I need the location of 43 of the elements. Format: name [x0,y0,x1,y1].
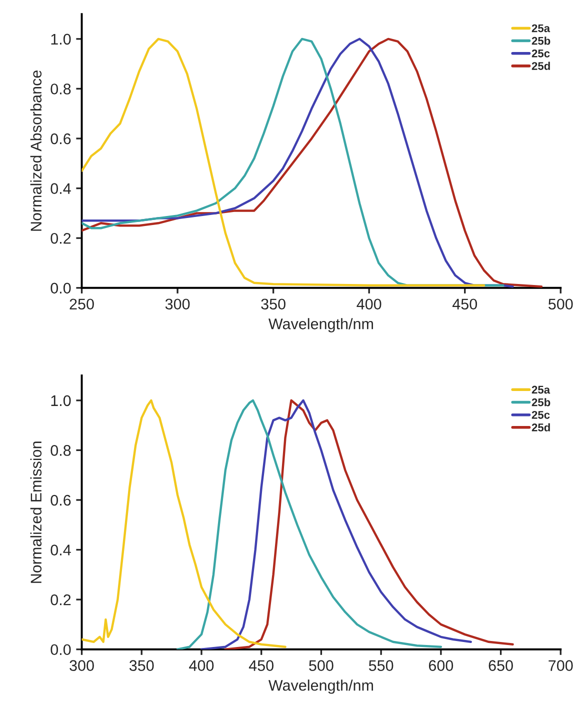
legend-label: 25a [532,386,550,394]
legend-label: 25b [532,36,550,45]
x-tick-label: 650 [488,660,513,671]
x-tick-label: 450 [248,660,274,671]
x-tick-label: 350 [261,298,286,310]
legend-label: 25d [532,423,550,432]
x-tick-label: 450 [452,298,478,310]
y-tick-label: 0.2 [50,232,71,244]
x-tick-label: 300 [165,298,190,310]
y-tick-label: 0.4 [50,183,71,194]
line-series [224,399,514,650]
x-tick-label: 300 [70,660,94,671]
x-tick-label: 700 [548,660,573,671]
x-axis-title: Wavelength/nm [268,680,373,694]
legend-label: 25a [532,24,550,32]
x-tick-label: 350 [129,660,154,671]
line-series [200,399,472,650]
x-tick-label: 550 [368,660,394,671]
y-tick-label: 1.0 [51,395,71,406]
y-tick-label: 0.6 [50,494,71,506]
x-tick-label: 500 [548,298,573,310]
y-axis-title: Normalized Absorbance [30,70,42,231]
legend-label: 25d [532,62,550,70]
legend-label: 25c [532,410,550,419]
x-tick-label: 600 [428,660,454,671]
x-tick-label: 400 [189,660,214,671]
x-tick-label: 250 [70,298,94,310]
y-tick-label: 0.0 [50,644,71,656]
x-axis-title: Wavelength/nm [268,318,373,332]
legend-label: 25c [532,49,550,58]
y-tick-label: 0.6 [50,133,71,144]
y-tick-label: 0.8 [50,445,71,456]
line-series [176,399,442,650]
y-axis-title: Normalized Emission [30,442,42,583]
y-tick-label: 0.4 [50,544,71,556]
line-series [82,399,286,648]
y-tick-label: 0.8 [50,84,71,94]
x-tick-label: 500 [309,660,334,671]
y-tick-label: 0.2 [50,594,71,606]
x-tick-label: 400 [356,298,382,310]
legend-label: 25b [532,398,550,406]
y-tick-label: 1.0 [51,34,71,45]
y-tick-label: 0.0 [50,282,71,294]
